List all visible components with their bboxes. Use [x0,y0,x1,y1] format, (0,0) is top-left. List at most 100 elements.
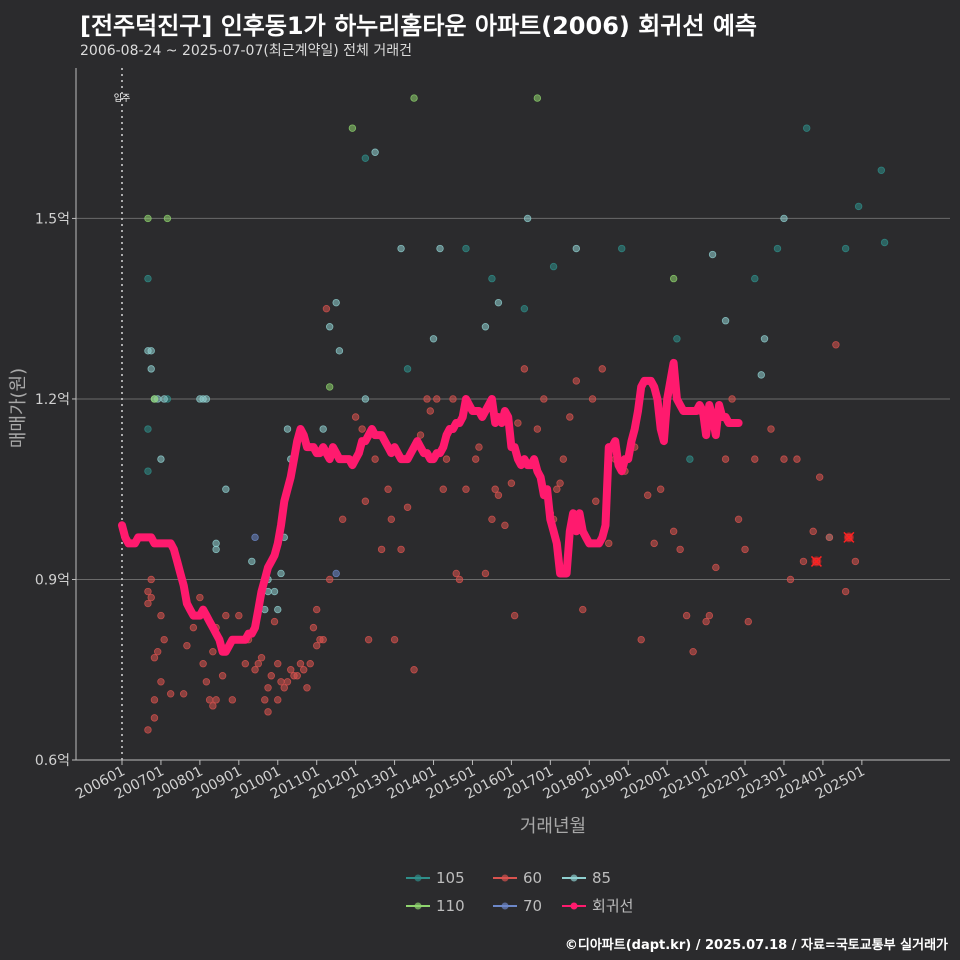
point-105 [673,335,681,343]
point-60 [264,708,272,716]
point-85 [319,425,327,433]
point-60 [144,599,152,608]
point-60 [423,395,431,403]
point-60 [287,666,295,674]
point-60 [157,611,165,620]
point-60 [650,539,658,548]
point-60 [475,443,483,451]
point-60 [449,395,457,403]
x-axis-title: 거래년월 [520,816,586,837]
point-110 [163,214,172,223]
point-60 [257,654,266,662]
point-60 [682,611,691,620]
point-85 [371,148,379,156]
point-85 [757,371,765,379]
point-60 [741,545,749,554]
point-60 [157,678,165,686]
point-60 [325,575,334,584]
point-60 [442,455,451,463]
point-60 [533,425,542,433]
point-85 [481,323,490,331]
point-60 [462,485,470,493]
legend-swatch-dot [414,902,422,910]
point-60 [433,395,441,403]
point-85 [160,395,168,403]
point-60 [566,413,574,421]
point-60 [481,569,490,578]
point-60 [643,491,652,499]
point-60 [799,557,808,566]
point-85 [335,347,344,355]
point-60 [452,569,460,578]
point-60 [228,696,237,704]
legend-label: 110 [436,897,465,915]
point-60 [540,395,548,403]
point-60 [261,696,269,704]
point-85 [212,545,220,554]
point-60 [494,491,503,499]
y-tick-label: 0.6억 [35,753,70,769]
legend-item-85: 85 [562,869,611,887]
point-105 [549,262,558,271]
point-60 [166,690,175,698]
point-60 [296,660,305,668]
point-70 [251,533,259,542]
point-85 [436,244,444,253]
point-60 [270,617,279,626]
point-105 [854,202,863,211]
legend-swatch-dot [501,874,509,882]
point-60 [222,611,230,620]
point-85 [270,587,279,596]
legend-swatch-dot [570,902,578,910]
point-110 [348,124,357,132]
point-60 [150,714,159,722]
point-60 [416,431,425,439]
point-60 [147,593,155,602]
point-85 [361,395,370,403]
point-60 [277,678,285,686]
regression-layer [118,358,743,656]
point-85 [397,244,405,253]
y-tick-label: 1.5억 [35,211,70,227]
legend-swatch-dot [414,874,422,882]
scatter-points [144,94,889,734]
point-105 [403,365,412,373]
legend: 105 60 85 110 70 회귀선 [406,869,633,915]
point-60 [264,684,272,692]
point-60 [241,660,250,668]
point-105 [144,425,152,433]
point-60 [179,690,188,698]
point-60 [439,485,447,493]
point-110 [144,214,152,223]
point-60 [507,479,516,487]
point-60 [403,503,412,511]
point-60 [274,660,282,668]
point-60 [669,527,678,536]
point-60 [147,575,155,584]
point-105 [841,244,850,253]
y-tick-label: 1.2억 [35,392,70,408]
point-85 [202,395,211,403]
point-70 [332,569,340,578]
point-105 [361,154,370,162]
legend-label: 85 [592,869,611,887]
point-60 [637,635,645,644]
point-60 [780,455,788,463]
legend-item-110: 110 [406,897,465,915]
point-60 [150,654,159,662]
point-60 [728,395,736,403]
legend-label: 70 [523,897,542,915]
point-60 [319,635,327,644]
point-85 [274,605,282,614]
point-60 [313,605,321,614]
point-60 [160,635,168,644]
point-60 [656,485,665,493]
point-60 [322,304,331,313]
point-85 [332,298,340,307]
point-60 [825,533,834,542]
point-105 [802,124,811,132]
point-60 [579,605,587,614]
point-60 [851,557,860,566]
legend-label: 105 [436,869,465,887]
point-105 [520,304,529,313]
